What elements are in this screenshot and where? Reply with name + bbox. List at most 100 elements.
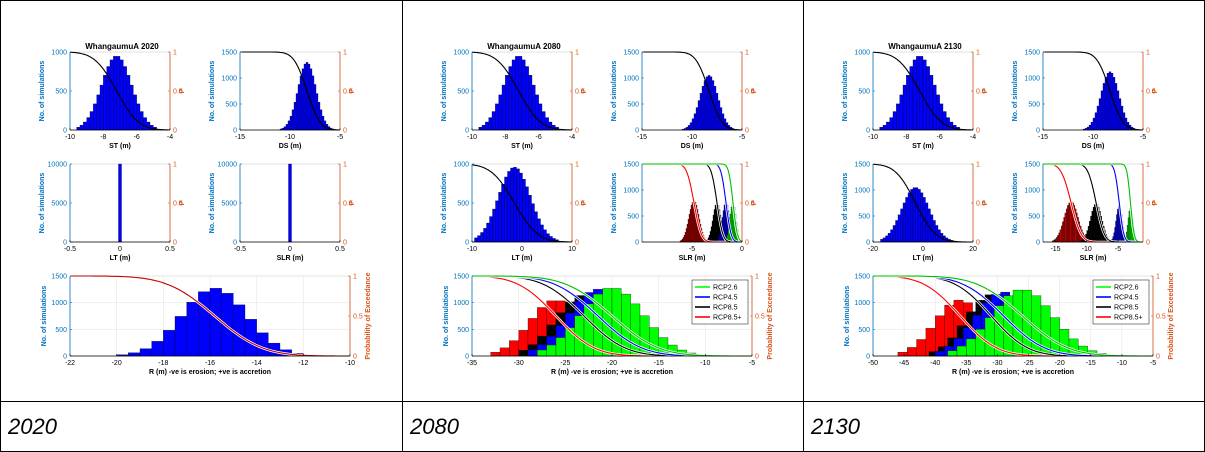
histogram-bar <box>1090 215 1092 243</box>
y2-axis-label: P <box>179 200 186 205</box>
x-tick-label: -10 <box>700 360 710 367</box>
y-tick-label: 500 <box>225 102 237 109</box>
histogram-bar <box>486 222 490 243</box>
histogram-bar <box>540 224 544 243</box>
y2-tick-label: 0.5 <box>575 89 585 96</box>
histogram-bar <box>697 100 701 131</box>
histogram-bar <box>133 94 137 131</box>
y2-tick-label: 0.5 <box>1146 89 1156 96</box>
histogram-bar <box>915 187 919 243</box>
x-tick-label: -5 <box>689 246 695 253</box>
y2-axis-label: Probability of Exceedance <box>767 272 774 359</box>
histogram-bar <box>1110 73 1114 131</box>
y-tick-label: 1000 <box>453 300 469 307</box>
histogram-bar <box>701 86 705 131</box>
histogram-bar <box>522 179 526 243</box>
chart-r: 0 500 1000 1500 0 0.5 1 -50 -45 -40 -35 -30 -25 -20 -1… <box>844 272 1175 376</box>
y-tick-label: 0 <box>866 240 870 247</box>
y-tick-label: 1500 <box>1024 50 1040 57</box>
histogram-bar <box>528 75 533 131</box>
y-tick-label: 0 <box>63 354 67 361</box>
histogram-bar <box>491 111 496 131</box>
histogram-bar <box>682 237 685 243</box>
histogram-bar <box>89 111 94 131</box>
legend-label: RCP8.5 <box>713 305 738 312</box>
y2-tick-label: 0.5 <box>755 314 765 321</box>
histogram-bar <box>118 163 122 243</box>
histogram-bar <box>113 56 117 131</box>
y2-tick-label: 1 <box>353 274 357 281</box>
x-tick-label: -25 <box>560 360 570 367</box>
histogram-bar <box>317 102 321 131</box>
x-tick-label: -0.5 <box>64 246 76 253</box>
y-tick-label: 5000 <box>51 201 67 208</box>
x-tick-label: 0.5 <box>335 246 345 253</box>
y2-tick-label: 0 <box>343 128 347 135</box>
histogram-bar <box>896 103 900 131</box>
x-axis-label: LT (m) <box>512 255 533 262</box>
x-axis-label: DS (m) <box>681 143 704 150</box>
histogram-bar <box>485 121 489 131</box>
y2-tick-label: 0 <box>1146 128 1150 135</box>
histogram-bar <box>1096 105 1100 131</box>
y-tick-label: 0 <box>635 128 639 135</box>
histogram-bar <box>1092 206 1095 243</box>
y-tick-label: 0 <box>465 240 469 247</box>
y-tick-label: 500 <box>627 214 639 221</box>
histogram-bar <box>303 63 307 131</box>
y2-tick-label: 1 <box>343 162 347 169</box>
histogram-bar <box>900 208 904 243</box>
x-tick-label: -16 <box>205 360 215 367</box>
histogram-bar <box>119 59 124 131</box>
y2-axis-label: P <box>179 88 186 93</box>
x-tick-label: -0.5 <box>234 246 246 253</box>
histogram-bar <box>880 239 884 243</box>
histogram-bar <box>495 103 499 131</box>
histogram-bar <box>907 192 911 243</box>
histogram-bar <box>905 197 909 243</box>
x-tick-label: -20 <box>1055 360 1065 367</box>
legend-label: RCP2.6 <box>1114 285 1139 292</box>
legend-label: RCP8.5 <box>1114 305 1139 312</box>
y-tick-label: 1000 <box>623 188 639 195</box>
legend-label: RCP2.6 <box>713 285 738 292</box>
x-tick-label: -15 <box>654 360 664 367</box>
y-tick-label: 1500 <box>453 274 469 281</box>
y2-axis-label: P <box>1152 200 1159 205</box>
histogram-bar <box>885 235 889 243</box>
x-tick-label: -45 <box>899 360 909 367</box>
y2-tick-label: 0.5 <box>976 89 986 96</box>
exceedance-curve <box>642 51 742 131</box>
histogram-bar <box>1058 232 1061 243</box>
y2-tick-label: 0.5 <box>343 89 353 96</box>
chart-ds: 0 500 1000 1500 0 0.5 1 -15 -10 -5 DS (m) No. of si… <box>209 50 356 151</box>
y2-axis-label: P <box>751 200 758 205</box>
x-axis-label: DS (m) <box>1082 143 1105 150</box>
y2-tick-label: 1 <box>976 50 980 57</box>
x-tick-label: 10 <box>568 246 576 253</box>
y-axis-label: No. of simulations <box>611 61 618 122</box>
histogram-bar <box>713 209 716 243</box>
y-tick-label: 0 <box>465 128 469 135</box>
histogram-bar <box>887 233 891 243</box>
histogram-bar <box>305 62 309 131</box>
x-tick-label: 0 <box>740 246 744 253</box>
histogram-bar <box>198 291 211 357</box>
histogram-bar <box>507 171 511 243</box>
y-tick-label: 1000 <box>453 162 469 169</box>
histogram-bar <box>489 216 493 243</box>
y2-tick-label: 1 <box>575 162 579 169</box>
histogram-bar <box>244 319 257 357</box>
histogram-bar <box>684 232 687 243</box>
panel-title: WhangaumuA 2130 <box>888 42 962 51</box>
histogram-bar <box>912 187 916 243</box>
y2-tick-label: 0.5 <box>173 89 183 96</box>
x-tick-label: 0 <box>118 246 122 253</box>
caption-2130: 2130 <box>811 414 860 439</box>
y2-tick-label: 0.5 <box>353 314 363 321</box>
histogram-bar <box>537 349 547 357</box>
histogram-bar <box>1062 221 1064 243</box>
histogram-bar <box>709 231 712 243</box>
